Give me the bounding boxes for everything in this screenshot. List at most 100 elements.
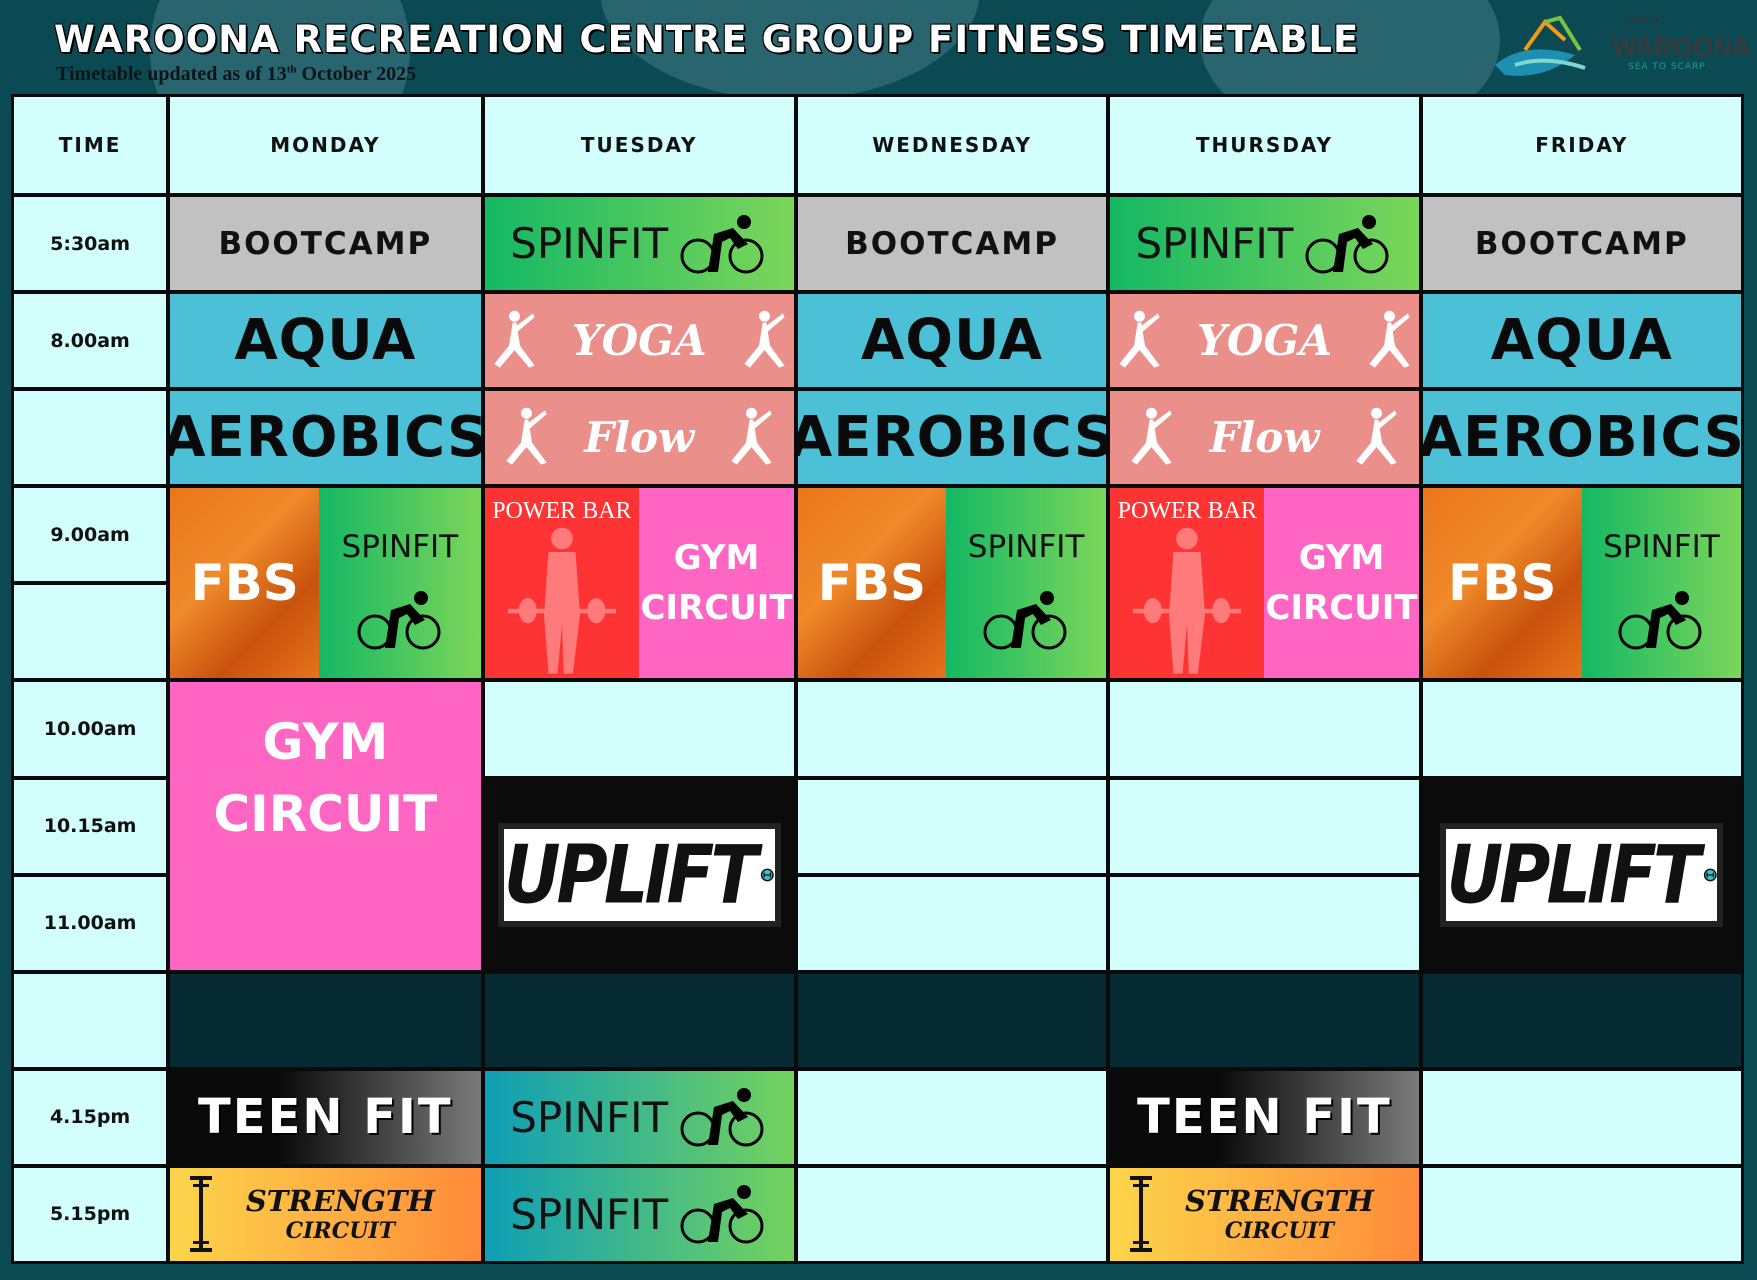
col-header-thursday: THURSDAY: [1110, 97, 1419, 193]
class-spinfit: SPINFIT: [484, 197, 794, 291]
bike-icon: [981, 585, 1071, 655]
class-label: BOOTCAMP: [1474, 225, 1689, 262]
class-label: Flow: [1209, 413, 1320, 463]
class-label: AQUA: [234, 308, 417, 374]
weightlifter-icon: [502, 525, 622, 678]
class-label: CIRCUIT: [285, 1218, 396, 1245]
class-label: FBS: [1448, 554, 1557, 613]
logo-tagline: SEA TO SCARP: [1628, 62, 1706, 72]
bike-icon: [678, 1086, 768, 1148]
subtitle-text-end: October 2025: [296, 63, 417, 85]
time-cell: 10.15am: [14, 779, 167, 873]
class-label: AQUA: [861, 308, 1044, 374]
uplift-logo: UPLIFT: [497, 822, 781, 927]
class-label: STRENGTH: [1184, 1184, 1374, 1219]
shire-logo: SHIRE OF WAROONA SEA TO SCARP: [1485, 10, 1751, 85]
slot-powerbar-gym: POWER BAR GYM CIRCUIT: [484, 488, 794, 679]
class-label: UPLIFT: [503, 827, 758, 922]
logo-shire: SHIRE OF: [1627, 17, 1660, 25]
time-cell: 9.00am: [14, 488, 167, 582]
barbell-icon: [1126, 1174, 1156, 1254]
class-aerobics: AEROBICS: [170, 391, 481, 485]
class-label: FBS: [190, 554, 299, 613]
yoga-pose-icon: [737, 306, 792, 376]
class-label: Flow: [584, 413, 695, 463]
break-slot: [1422, 973, 1741, 1067]
class-label: BOOTCAMP: [845, 225, 1059, 262]
class-label: GYM: [1298, 538, 1385, 579]
dumbbell-icon: [1703, 849, 1718, 901]
class-aerobics: AEROBICS: [1422, 391, 1741, 485]
class-label: SPINFIT: [1135, 219, 1294, 269]
subtitle-text: Timetable updated as of 13: [56, 63, 287, 85]
yoga-pose-icon: [1112, 306, 1167, 376]
class-yoga: YOGA: [1110, 294, 1419, 388]
empty-slot: [1110, 779, 1419, 873]
class-spinfit: SPINFIT: [945, 488, 1107, 679]
class-spinfit: SPINFIT: [484, 1070, 794, 1164]
time-cell: 5:30am: [14, 197, 167, 291]
class-teen-fit: TEEN FIT: [170, 1070, 481, 1164]
class-aerobics: AEROBICS: [797, 391, 1107, 485]
time-cell: 10.00am: [14, 682, 167, 776]
class-label: AEROBICS: [170, 405, 481, 471]
col-header-monday: MONDAY: [170, 97, 481, 193]
yoga-pose-icon: [724, 403, 779, 473]
class-label: BOOTCAMP: [218, 225, 433, 262]
class-fbs: FBS: [797, 488, 946, 679]
class-aqua: AQUA: [170, 294, 481, 388]
col-header-time: TIME: [14, 97, 167, 193]
timetable-grid: TIME MONDAY TUESDAY WEDNESDAY THURSDAY F…: [11, 94, 1744, 1264]
empty-slot: [797, 1070, 1107, 1164]
time-cell: 11.00am: [14, 876, 167, 970]
class-label: SPINFIT: [1603, 529, 1720, 566]
class-label: SPINFIT: [967, 529, 1085, 566]
class-label: AEROBICS: [1422, 405, 1741, 471]
class-uplift: UPLIFT: [1422, 779, 1741, 970]
time-cell: [14, 973, 167, 1067]
class-spinfit: SPINFIT: [1581, 488, 1741, 679]
class-label: SPINFIT: [341, 529, 459, 566]
time-cell: [14, 391, 167, 485]
empty-slot: [797, 779, 1107, 873]
time-cell: 8.00am: [14, 294, 167, 388]
yoga-pose-icon: [1349, 403, 1404, 473]
barbell-icon: [186, 1174, 216, 1254]
class-label: STRENGTH: [245, 1184, 435, 1219]
class-flow: Flow: [484, 391, 794, 485]
col-header-tuesday: TUESDAY: [484, 97, 794, 193]
class-label: YOGA: [571, 316, 707, 366]
class-label: POWER BAR: [1117, 498, 1258, 525]
col-header-wednesday: WEDNESDAY: [797, 97, 1107, 193]
class-label: FBS: [817, 554, 927, 613]
yoga-pose-icon: [1124, 403, 1179, 473]
uplift-logo: UPLIFT: [1440, 822, 1724, 927]
dumbbell-icon: [760, 849, 775, 901]
class-spinfit: SPINFIT: [319, 488, 481, 679]
yoga-pose-icon: [1362, 306, 1417, 376]
time-cell: 5.15pm: [14, 1167, 167, 1261]
empty-slot: [1110, 682, 1419, 776]
class-gym-circuit: GYM CIRCUIT: [170, 682, 481, 970]
slot-fbs-spinfit: FBS SPINFIT: [1422, 488, 1741, 679]
class-uplift: UPLIFT: [484, 779, 794, 970]
time-cell: [14, 585, 167, 679]
class-strength-circuit: STRENGTH CIRCUIT: [1110, 1167, 1419, 1261]
class-label: YOGA: [1196, 316, 1332, 366]
class-bootcamp: BOOTCAMP: [1422, 197, 1741, 291]
class-label: CIRCUIT: [213, 785, 438, 844]
class-label: SPINFIT: [510, 1189, 669, 1239]
time-cell: 4.15pm: [14, 1070, 167, 1164]
class-label: SPINFIT: [510, 219, 669, 269]
class-yoga: YOGA: [484, 294, 794, 388]
class-power-bar: POWER BAR: [484, 488, 640, 679]
break-slot: [484, 973, 794, 1067]
bike-icon: [678, 213, 768, 275]
page-title: WAROONA RECREATION CENTRE GROUP FITNESS …: [54, 18, 1360, 61]
break-slot: [797, 973, 1107, 1067]
class-flow: Flow: [1110, 391, 1419, 485]
class-fbs: FBS: [170, 488, 320, 679]
bike-icon: [1303, 213, 1393, 275]
break-slot: [1110, 973, 1419, 1067]
class-spinfit: SPINFIT: [1110, 197, 1419, 291]
